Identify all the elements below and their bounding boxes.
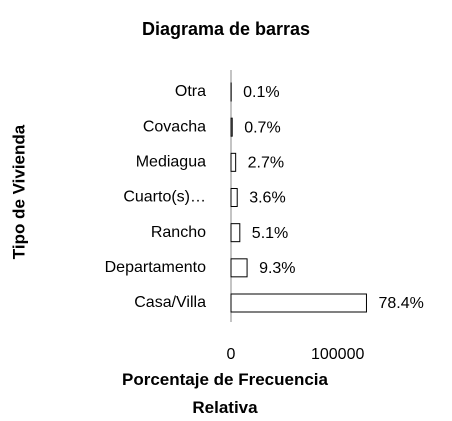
x-axis-title: Porcentaje de Frecuencia Relativa	[122, 370, 328, 417]
chart-title: Diagrama de barras	[142, 19, 310, 39]
bar	[230, 258, 248, 278]
data-label: 0.7%	[244, 119, 280, 136]
bar	[230, 152, 237, 172]
y-axis-title: Tipo de Vivienda	[9, 124, 28, 259]
data-label: 5.1%	[252, 225, 288, 242]
x-tick-label: 0	[227, 346, 236, 363]
y-tick-label: Casa/Villa	[134, 294, 206, 311]
y-tick-label: Rancho	[151, 224, 206, 241]
y-tick-label: Mediagua	[136, 154, 206, 171]
data-label: 2.7%	[248, 155, 284, 172]
bar	[230, 223, 241, 243]
y-tick-label: Otra	[175, 83, 206, 100]
y-tick-label: Covacha	[143, 118, 206, 135]
data-label: 3.6%	[249, 190, 285, 207]
x-tick-label: 100000	[311, 346, 364, 363]
data-label: 9.3%	[259, 260, 295, 277]
data-label: 78.4%	[378, 295, 423, 312]
y-tick-label: Cuarto(s)…	[123, 189, 206, 206]
y-tick-label: Departamento	[105, 259, 206, 276]
bar	[230, 117, 233, 137]
bar	[230, 188, 238, 207]
bar	[230, 293, 367, 313]
data-label: 0.1%	[243, 84, 279, 101]
